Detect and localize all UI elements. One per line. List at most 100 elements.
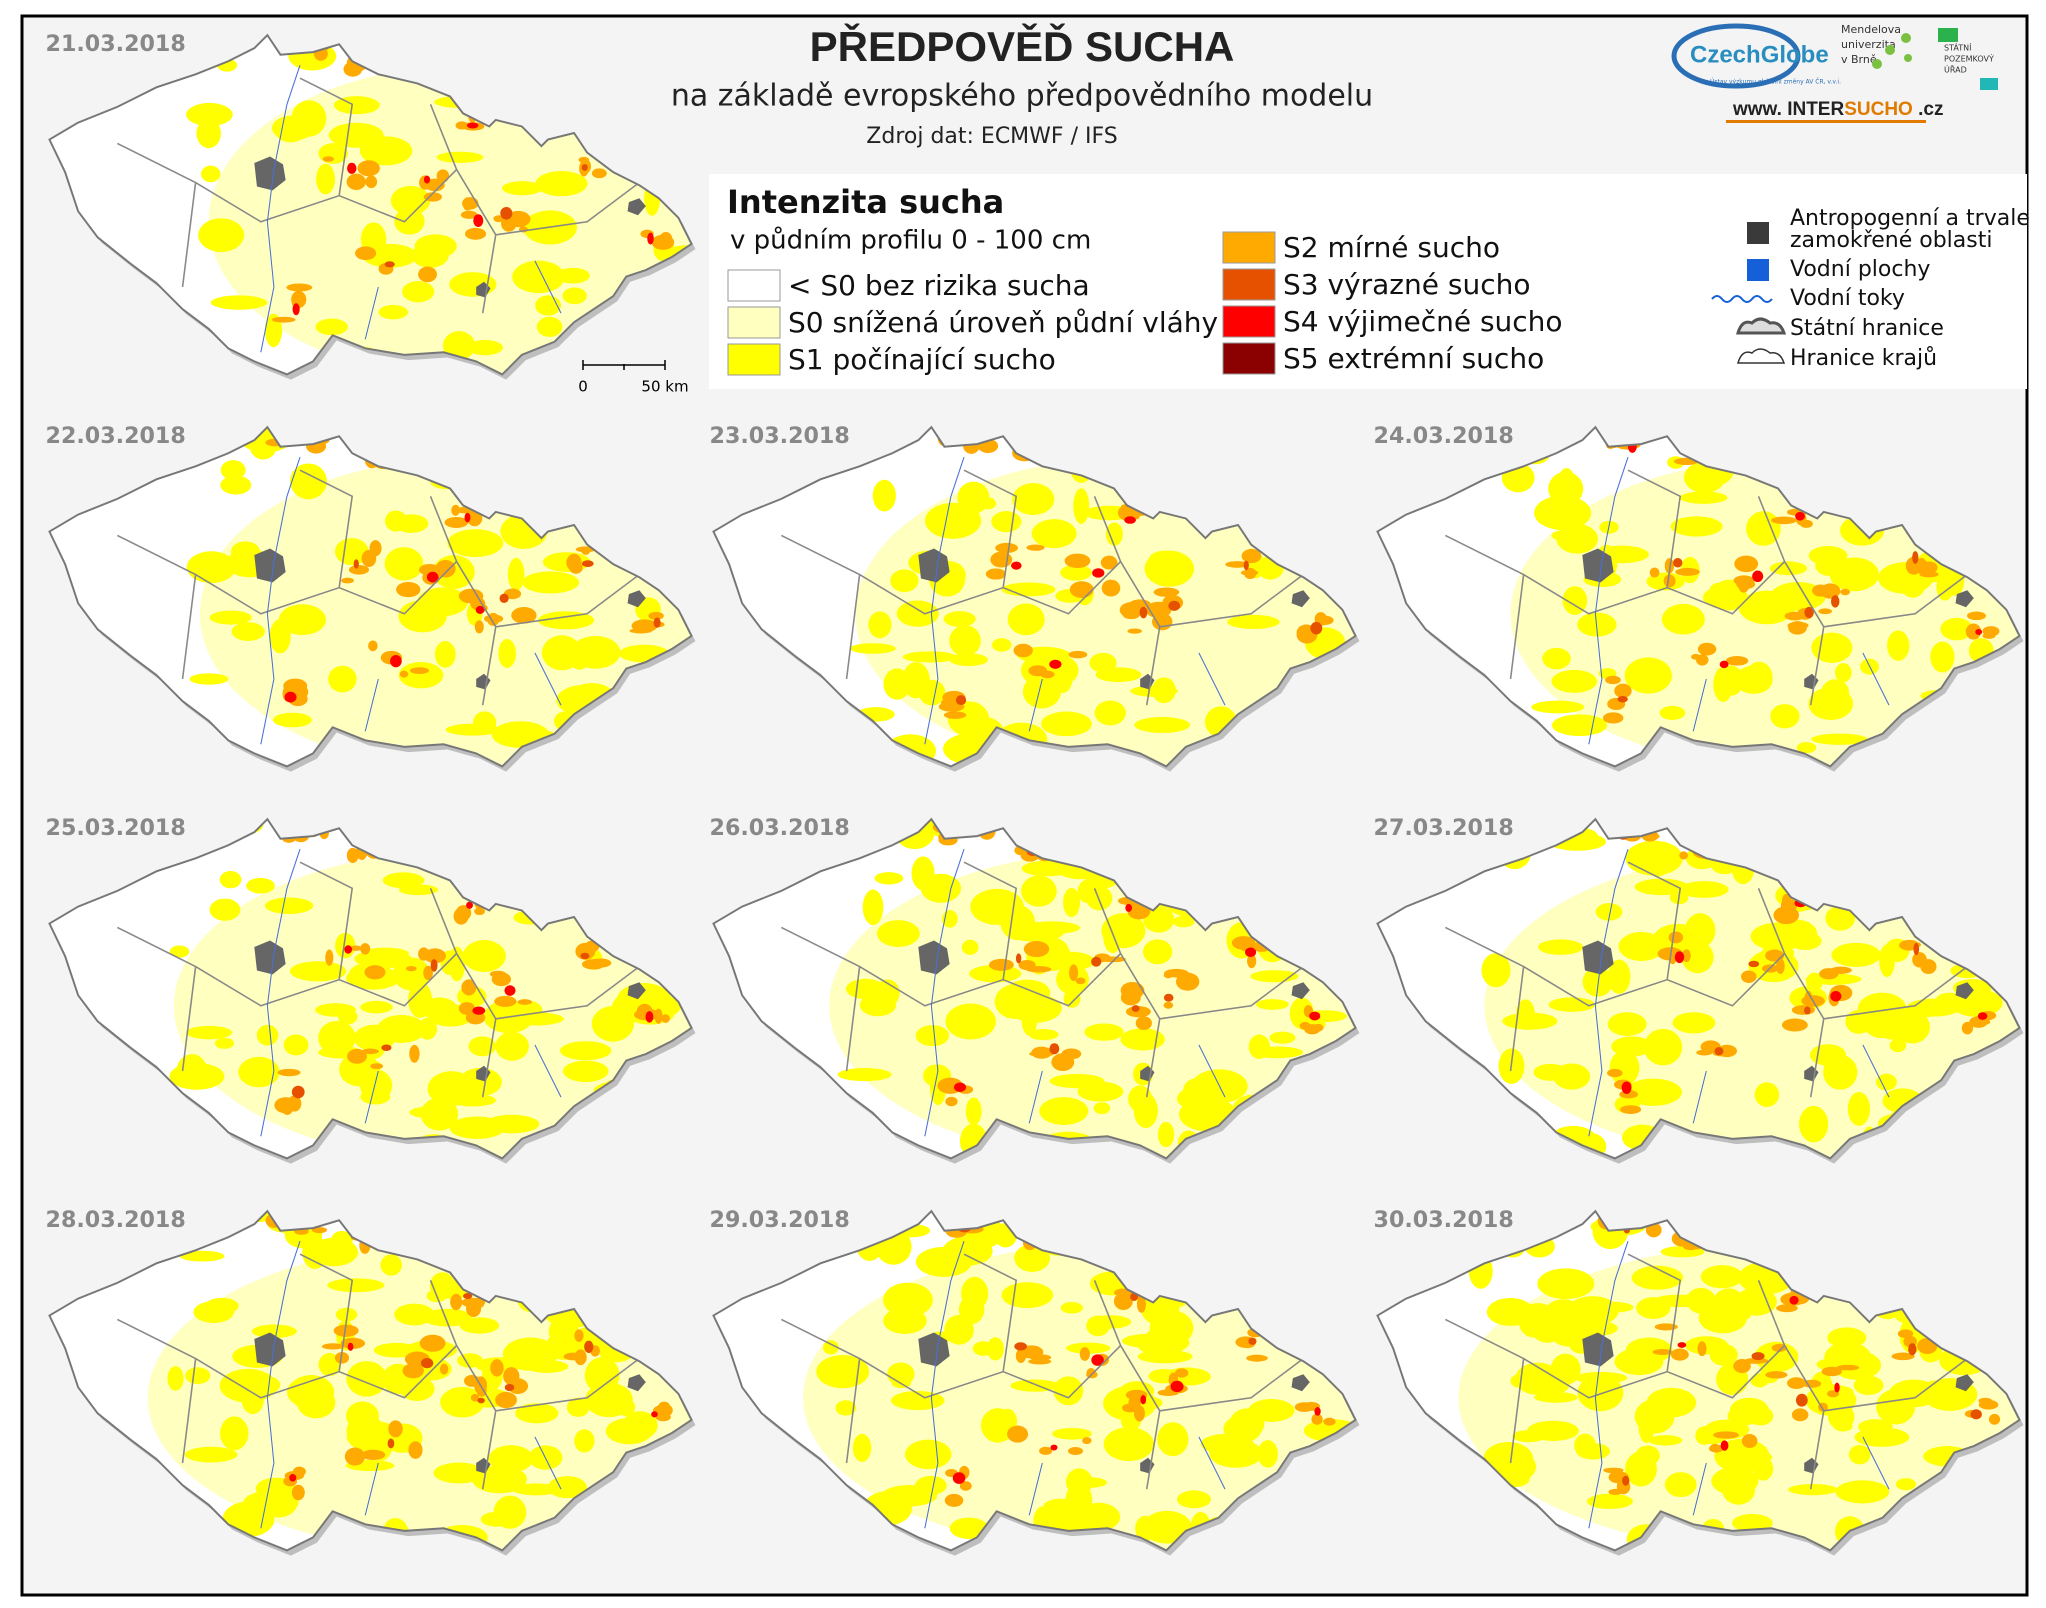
drought-area	[1781, 893, 1792, 908]
drought-area	[648, 611, 664, 620]
drought-area	[872, 479, 896, 512]
drought-area	[1795, 1393, 1808, 1407]
drought-area	[849, 643, 896, 654]
drought-area	[402, 281, 435, 303]
drought-area	[1135, 1016, 1152, 1031]
drought-area	[453, 907, 469, 925]
mendel-logo: Mendelova	[1841, 23, 1901, 36]
drought-area	[417, 587, 468, 617]
drought-area	[915, 1475, 947, 1495]
map-date: 21.03.2018	[46, 31, 186, 57]
drought-area	[1672, 1012, 1716, 1034]
state-border	[48, 33, 693, 376]
drought-area	[1246, 1354, 1268, 1362]
drought-area	[490, 1359, 504, 1377]
drought-area	[353, 1024, 396, 1052]
drought-area	[1621, 1081, 1632, 1094]
layer-label: zamokřené oblasti	[1790, 228, 1992, 253]
drought-area	[357, 160, 380, 177]
region-border	[780, 861, 1304, 1098]
drought-area	[220, 475, 252, 495]
drought-area	[1733, 1359, 1751, 1374]
drought-area	[1773, 919, 1818, 948]
drought-area	[653, 617, 661, 628]
drought-area	[1796, 742, 1817, 754]
drought-area	[1919, 571, 1939, 578]
drought-area	[569, 561, 583, 574]
drought-area	[269, 619, 291, 654]
drought-area	[419, 1334, 446, 1352]
drought-area	[398, 884, 439, 896]
legend-box	[709, 174, 2027, 389]
drought-area	[1143, 906, 1175, 933]
drought-area	[1654, 1323, 1678, 1331]
state-border	[1376, 1209, 2021, 1552]
drought-area	[1897, 1329, 1914, 1339]
drought-area	[1139, 606, 1148, 619]
drought-area	[1101, 579, 1121, 597]
drought-area	[1961, 1021, 1974, 1035]
drought-area	[1765, 1371, 1788, 1379]
drought-area	[426, 571, 439, 583]
state-border	[48, 425, 693, 768]
drought-area	[957, 481, 990, 514]
spu-logo: ÚŘAD	[1944, 64, 1967, 75]
drought-area	[504, 1383, 515, 1391]
drought-area	[1040, 670, 1055, 679]
river	[260, 848, 562, 1137]
drought-area	[661, 1014, 670, 1023]
drought-area	[581, 560, 594, 568]
drought-area	[411, 242, 449, 268]
drought-area	[581, 547, 591, 555]
drought-area	[1039, 1097, 1089, 1125]
drought-area	[360, 1000, 393, 1014]
drought-area	[1558, 468, 1575, 494]
drought-area	[220, 460, 246, 480]
drought-area	[1624, 657, 1672, 694]
drought-area	[1241, 548, 1262, 564]
drought-area	[1569, 1320, 1618, 1337]
drought-area	[868, 611, 892, 639]
drought-area	[418, 1017, 438, 1040]
drought-area	[1086, 1315, 1110, 1337]
drought-area	[507, 557, 525, 591]
drought-area	[1531, 700, 1585, 714]
drought-area	[388, 1420, 403, 1438]
drought-area	[1607, 1068, 1623, 1078]
drought-area	[167, 1366, 184, 1391]
drought-area	[1702, 586, 1745, 609]
drought-area	[399, 670, 409, 678]
drought-area	[574, 1329, 584, 1342]
drought-area	[1887, 630, 1910, 661]
czechglobe-logo: CzechGlobe	[1690, 41, 1829, 68]
drought-area	[1510, 1373, 1530, 1388]
drought-area	[256, 1024, 279, 1046]
drought-area	[1093, 1102, 1111, 1115]
drought-area	[1916, 558, 1928, 575]
drought-area	[1125, 903, 1132, 912]
drought-area	[647, 232, 654, 245]
city	[627, 590, 646, 608]
drought-area	[1729, 1397, 1769, 1424]
drought-area	[210, 295, 268, 310]
drought-area	[1013, 643, 1033, 658]
drought-area	[347, 1048, 367, 1064]
drought-area	[1063, 989, 1081, 1008]
drought-area	[1170, 1380, 1184, 1393]
drought-area	[433, 1462, 485, 1484]
legend-swatch	[727, 343, 781, 376]
river	[260, 456, 562, 745]
drought-area	[1148, 550, 1182, 569]
drought-area	[1010, 1379, 1060, 1392]
drought-area	[1819, 968, 1839, 980]
drought-area	[309, 1237, 358, 1267]
drought-area	[1679, 851, 1689, 860]
drought-area	[945, 1096, 958, 1107]
drought-area	[1172, 915, 1195, 928]
drought-area	[315, 1003, 357, 1017]
drought-area	[822, 1340, 839, 1355]
drought-area	[517, 999, 532, 1005]
drought-area	[862, 889, 884, 926]
drought-area	[1674, 951, 1685, 964]
prague	[1582, 1332, 1614, 1367]
